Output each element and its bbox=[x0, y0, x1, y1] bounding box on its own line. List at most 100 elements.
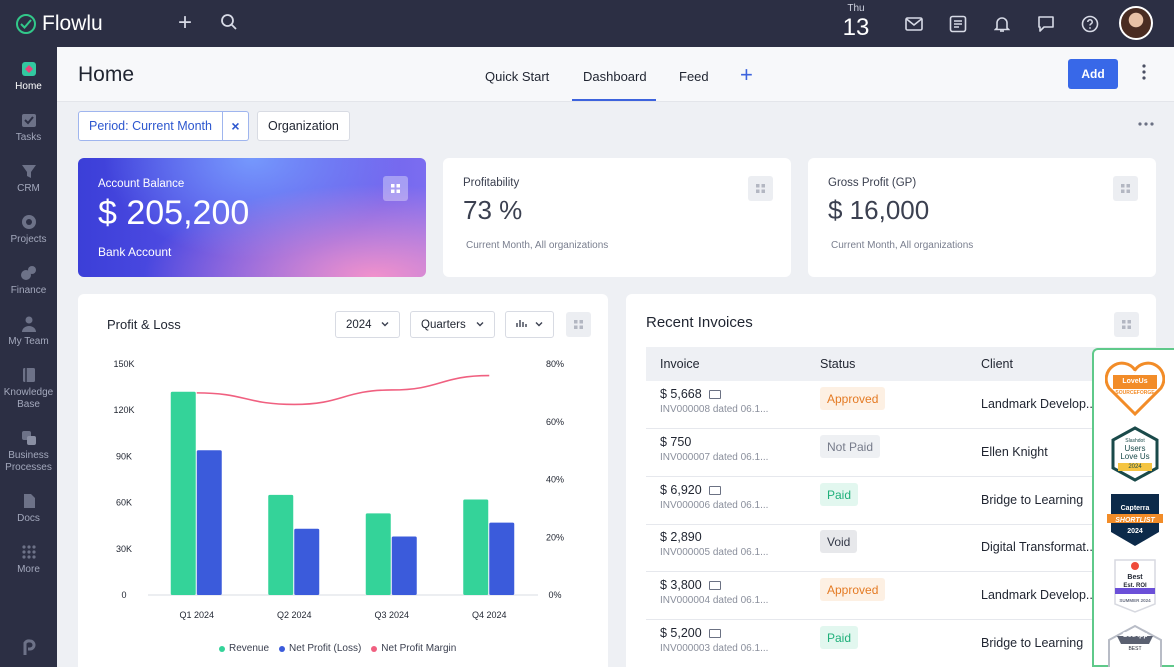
tab-dashboard[interactable]: Dashboard bbox=[583, 69, 647, 84]
sidebar-item-my-team[interactable]: My Team bbox=[0, 315, 57, 348]
sidebar-item-label: Docs bbox=[17, 513, 40, 524]
legend-item-net-profit-margin[interactable]: Net Profit Margin bbox=[371, 643, 456, 654]
sidebar-item-label: Business Processes bbox=[5, 450, 52, 473]
sidebar-bottom-logo-icon[interactable] bbox=[0, 639, 57, 661]
legend-label: Revenue bbox=[229, 643, 270, 654]
kpi-subtitle: Current Month, All organizations bbox=[466, 240, 609, 251]
tab-feed[interactable]: Feed bbox=[679, 69, 709, 84]
y-tick-label: 30K bbox=[116, 544, 132, 554]
tab-quick-start[interactable]: Quick Start bbox=[485, 69, 550, 84]
invoice-client[interactable]: Ellen Knight bbox=[981, 445, 1048, 459]
drag-handle-icon[interactable] bbox=[566, 312, 591, 337]
status-badge: Paid bbox=[820, 626, 859, 649]
mail-icon[interactable] bbox=[708, 485, 721, 495]
kpi-label: Profitability bbox=[463, 177, 520, 189]
user-avatar[interactable] bbox=[1119, 6, 1153, 40]
table-row[interactable]: $ 2,890 INV000005 dated 06.1... Void Digita… bbox=[646, 524, 1156, 572]
date-widget[interactable]: Thu 13 bbox=[840, 3, 872, 41]
y2-tick-label: 40% bbox=[546, 475, 564, 485]
clear-period-close-icon[interactable]: × bbox=[222, 111, 249, 141]
kebab-menu-icon[interactable] bbox=[1142, 64, 1148, 80]
bell-icon[interactable] bbox=[991, 13, 1013, 35]
capterra-badge[interactable]: Capterra SHORTLIST 2024 bbox=[1105, 492, 1165, 548]
legend-label: Net Profit (Loss) bbox=[289, 643, 362, 654]
column-header-client[interactable]: Client bbox=[981, 357, 1013, 371]
g2-best-roi-badge[interactable]: Best Est. ROI SUMMER 2024 bbox=[1105, 558, 1165, 614]
sidebar-item-projects[interactable]: Projects bbox=[0, 213, 57, 246]
sidebar-item-docs[interactable]: Docs bbox=[0, 492, 57, 525]
y-tick-label: 90K bbox=[116, 451, 132, 461]
sidebar-item-crm[interactable]: CRM bbox=[0, 162, 57, 195]
mail-icon[interactable] bbox=[708, 580, 721, 590]
drag-handle-icon[interactable] bbox=[1113, 176, 1138, 201]
invoice-amount: $ 5,668 bbox=[660, 387, 721, 401]
badge-line: 2024 bbox=[1118, 463, 1152, 471]
sidebar-item-business-processes[interactable]: Business Processes bbox=[0, 429, 57, 474]
logo-check-icon bbox=[16, 13, 36, 34]
docs-icon bbox=[20, 492, 38, 510]
grouping-select-value: Quarters bbox=[421, 318, 466, 331]
add-tab-plus-icon[interactable]: + bbox=[740, 62, 753, 87]
drag-handle-icon[interactable] bbox=[383, 176, 408, 201]
chat-icon[interactable] bbox=[1035, 13, 1057, 35]
kpi-value: $ 205,200 bbox=[98, 194, 250, 232]
invoice-client[interactable]: Landmark Develop... bbox=[981, 588, 1097, 602]
drag-handle-icon[interactable] bbox=[1114, 312, 1139, 337]
y-tick-label: 0 bbox=[121, 590, 126, 600]
table-row[interactable]: $ 5,200 INV000003 dated 06.1... Paid Bridge… bbox=[646, 620, 1156, 667]
drag-handle-icon[interactable] bbox=[748, 176, 773, 201]
status-badge: Void bbox=[820, 530, 858, 553]
invoice-client[interactable]: Landmark Develop... bbox=[981, 397, 1097, 411]
chevron-down-icon bbox=[380, 319, 390, 332]
profitability-card[interactable]: Profitability 73 % Current Month, All or… bbox=[443, 158, 791, 277]
help-icon[interactable] bbox=[1079, 13, 1101, 35]
sidebar-item-finance[interactable]: Finance bbox=[0, 264, 57, 297]
logo[interactable]: Flowlu bbox=[16, 12, 166, 36]
legend-item-net-profit[interactable]: Net Profit (Loss) bbox=[279, 643, 361, 654]
period-filter-chip[interactable]: Period: Current Month bbox=[78, 111, 223, 141]
y2-tick-label: 0% bbox=[548, 590, 561, 600]
table-row[interactable]: $ 5,668 INV000008 dated 06.1... Approved La… bbox=[646, 381, 1156, 429]
invoice-client[interactable]: Digital Transformat... bbox=[981, 540, 1097, 554]
invoice-client[interactable]: Bridge to Learning bbox=[981, 636, 1084, 650]
organization-filter-chip[interactable]: Organization bbox=[257, 111, 350, 141]
column-header-invoice[interactable]: Invoice bbox=[660, 357, 700, 371]
x-tick-label: Q2 2024 bbox=[277, 610, 312, 620]
slashdot-badge[interactable]: Slashdot Users Love Us 2024 bbox=[1105, 426, 1165, 482]
chart-type-select[interactable] bbox=[505, 311, 554, 338]
y2-tick-label: 20% bbox=[546, 532, 564, 542]
invoice-client[interactable]: Bridge to Learning bbox=[981, 493, 1084, 507]
account-balance-card[interactable]: Account Balance $ 205,200 Bank Account bbox=[78, 158, 426, 277]
sidebar-item-more[interactable]: More bbox=[0, 543, 57, 576]
plus-icon[interactable]: + bbox=[178, 9, 193, 36]
table-row[interactable]: $ 6,920 INV000006 dated 06.1... Paid Bridge… bbox=[646, 477, 1156, 525]
invoice-amount: $ 750 bbox=[660, 435, 691, 449]
kpi-value: 73 % bbox=[463, 195, 523, 225]
invoice-amount-value: $ 6,920 bbox=[660, 483, 702, 497]
team-icon bbox=[20, 315, 38, 333]
sidebar-item-knowledge-base[interactable]: Knowledge Base bbox=[0, 366, 57, 411]
status-badge: Not Paid bbox=[820, 435, 881, 458]
sidebar-item-label: My Team bbox=[8, 336, 49, 347]
dashboard-options-icon[interactable] bbox=[1138, 113, 1154, 131]
sourceforge-badge[interactable]: Customers LoveUs SOURCEFORGE bbox=[1105, 360, 1165, 416]
sidebar-item-home[interactable]: Home bbox=[0, 60, 57, 93]
notes-icon[interactable] bbox=[947, 13, 969, 35]
table-row[interactable]: $ 3,800 INV000004 dated 06.1... Approved La… bbox=[646, 572, 1156, 620]
y-tick-label: 120K bbox=[113, 405, 134, 415]
gross-profit-card[interactable]: Gross Profit (GP) $ 16,000 Current Month… bbox=[808, 158, 1156, 277]
finance-icon bbox=[20, 264, 38, 282]
table-row[interactable]: $ 750 INV000007 dated 06.1... Not Paid Elle… bbox=[646, 429, 1156, 477]
badge-line: SUMMER 2024 bbox=[1119, 597, 1151, 603]
sidebar-item-tasks[interactable]: Tasks bbox=[0, 111, 57, 144]
column-header-status[interactable]: Status bbox=[820, 357, 856, 371]
grouping-select[interactable]: Quarters bbox=[410, 311, 495, 338]
mail-icon[interactable] bbox=[708, 389, 721, 399]
add-button[interactable]: Add bbox=[1068, 59, 1118, 89]
search-icon[interactable] bbox=[220, 13, 238, 36]
mail-icon[interactable] bbox=[708, 628, 721, 638]
getapp-badge[interactable]: GetApp BEST bbox=[1105, 624, 1165, 667]
legend-item-revenue[interactable]: Revenue bbox=[219, 643, 269, 654]
mail-icon[interactable] bbox=[903, 13, 925, 35]
year-select[interactable]: 2024 bbox=[335, 311, 400, 338]
